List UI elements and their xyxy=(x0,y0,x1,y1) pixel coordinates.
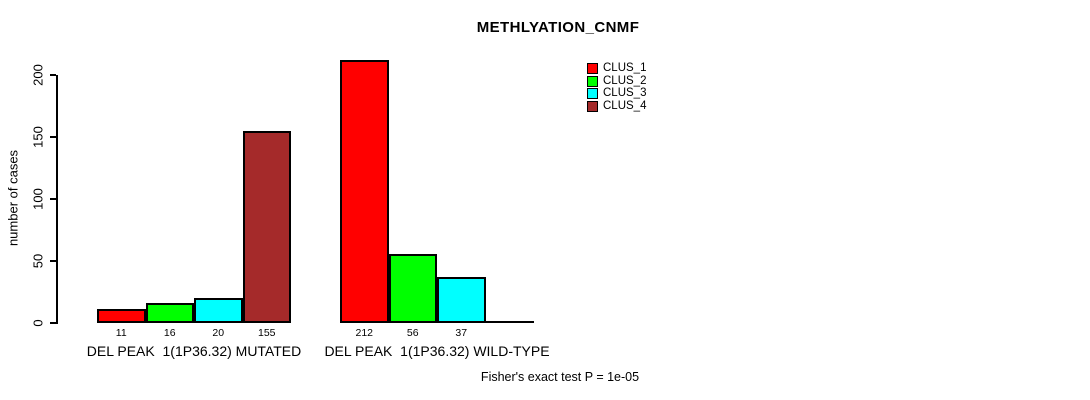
bar-value-label: 20 xyxy=(212,327,225,339)
fisher-test-annotation: Fisher's exact test P = 1e-05 xyxy=(480,370,640,384)
group-label: DEL PEAK 1(1P36.32) WILD-TYPE xyxy=(324,343,550,359)
y-axis-tick xyxy=(50,136,56,138)
bar-value-label: 16 xyxy=(163,327,176,339)
chart-title: METHLYATION_CNMF xyxy=(476,19,640,36)
y-axis-tick-label: 200 xyxy=(30,64,46,86)
legend-item: CLUS_2 xyxy=(587,74,647,88)
y-axis-tick-label: 50 xyxy=(30,253,46,269)
legend-swatch-clus_3 xyxy=(587,88,598,100)
bar-clus_3-group1 xyxy=(194,298,243,323)
bar-clus_4-group1 xyxy=(242,131,291,323)
legend-item: CLUS_4 xyxy=(587,99,647,113)
legend-label: CLUS_1 xyxy=(603,62,647,75)
bar-clus_1-group1 xyxy=(97,309,146,323)
bar-value-label: 11 xyxy=(115,327,127,339)
legend: CLUS_1 CLUS_2 CLUS_3 CLUS_4 xyxy=(587,63,646,113)
bar-clus_1-group2 xyxy=(340,60,389,323)
legend-label: CLUS_4 xyxy=(603,99,647,112)
bar-value-label: 56 xyxy=(406,327,419,339)
bar-value-label: 212 xyxy=(355,327,374,339)
bar-value-label: 37 xyxy=(455,327,468,339)
legend-swatch-clus_1 xyxy=(587,63,598,75)
y-axis-tick xyxy=(50,260,56,262)
bar-clus_3-group2 xyxy=(437,277,486,323)
y-axis-tick-label: 0 xyxy=(30,319,46,327)
y-axis-tick xyxy=(50,198,56,200)
y-axis-tick-label: 100 xyxy=(30,188,46,210)
group-label: DEL PEAK 1(1P36.32) MUTATED xyxy=(86,343,302,359)
legend-label: CLUS_2 xyxy=(603,74,647,87)
legend-label: CLUS_3 xyxy=(603,87,647,100)
bar-clus_2-group1 xyxy=(145,303,194,323)
bar-value-label: 155 xyxy=(257,327,276,339)
legend-swatch-clus_4 xyxy=(587,100,598,112)
bar-clus_2-group2 xyxy=(388,254,437,323)
y-axis-tick xyxy=(50,322,56,324)
y-axis-tick xyxy=(50,74,56,76)
y-axis-title: number of cases xyxy=(5,149,21,247)
y-axis-tick-label: 150 xyxy=(30,126,46,148)
legend-item: CLUS_1 xyxy=(587,63,646,75)
y-axis-line xyxy=(56,75,58,324)
legend-swatch-clus_2 xyxy=(587,75,598,87)
legend-item: CLUS_3 xyxy=(587,88,646,100)
